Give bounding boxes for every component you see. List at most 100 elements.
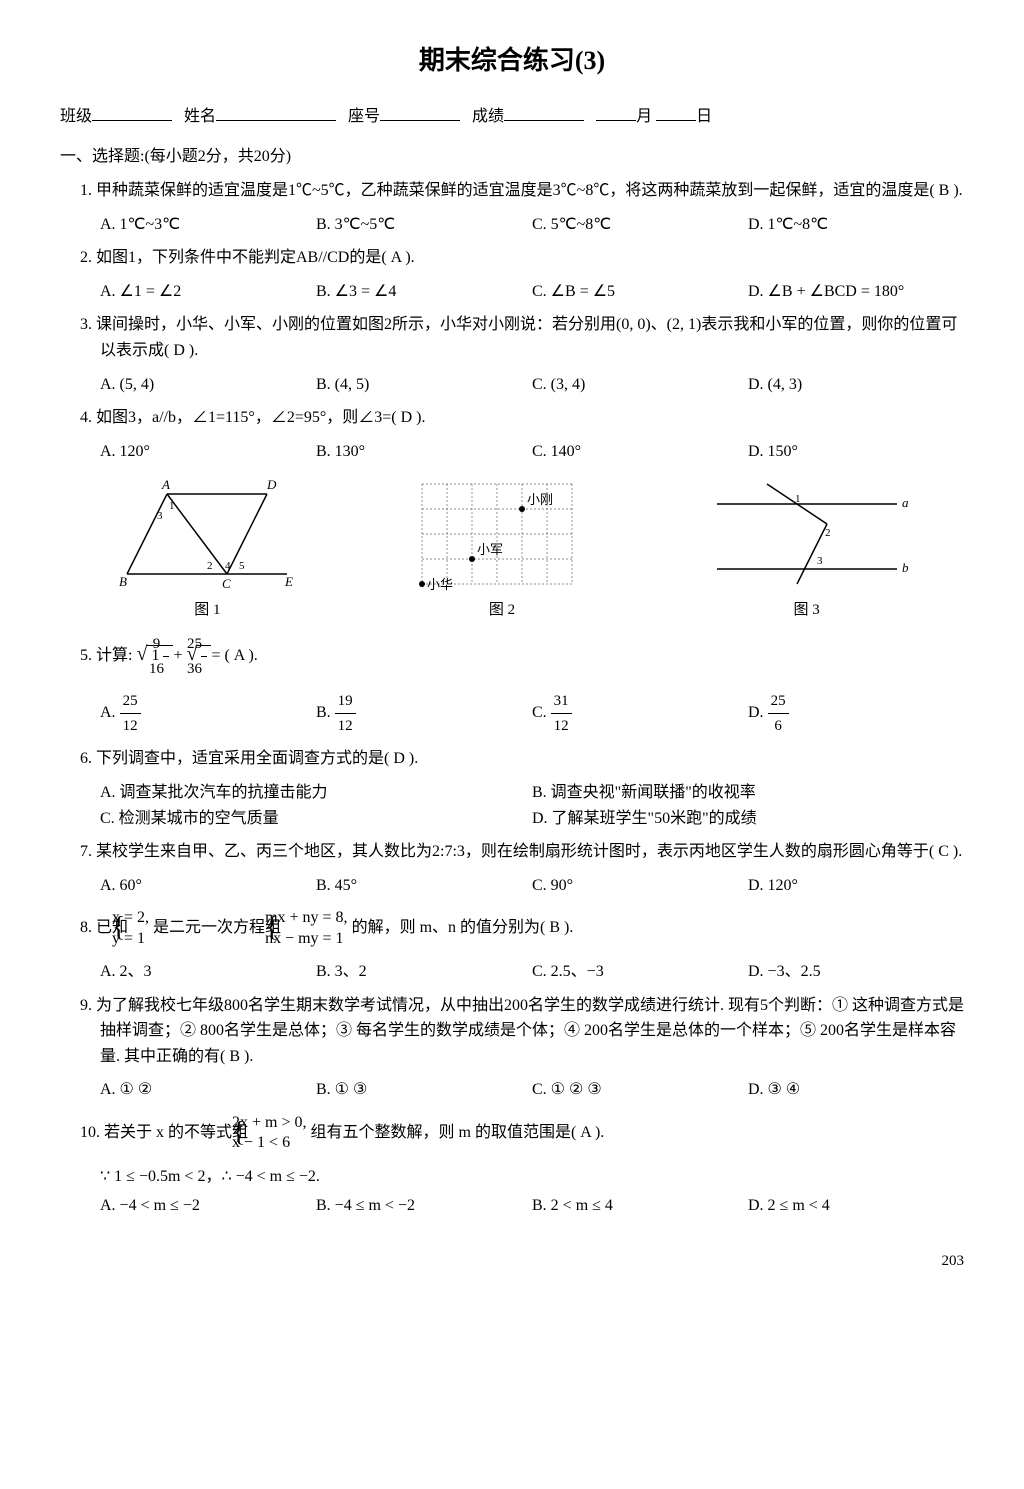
q5-f1-num: 9 (163, 632, 169, 657)
q10-opt-b2: B. 2 < m ≤ 4 (532, 1193, 748, 1219)
q4-opt-d: D. 150° (748, 439, 964, 465)
fig1-angle-5: 5 (239, 560, 245, 572)
month-blank[interactable] (596, 102, 636, 121)
q9-opt-c: C. ① ② ③ (532, 1077, 748, 1103)
q7-text: 某校学生来自甲、乙、丙三个地区，其人数比为2:7:3，则在绘制扇形统计图时，表示… (96, 843, 962, 860)
page-number: 203 (60, 1249, 964, 1273)
q2-opt-b: B. ∠3 = ∠4 (316, 279, 532, 305)
name-label: 姓名 (184, 108, 216, 125)
figure-3-svg: a b 1 2 3 (697, 474, 917, 594)
q8-opt-c: C. 2.5、−3 (532, 959, 748, 985)
q2-options: A. ∠1 = ∠2 B. ∠3 = ∠4 C. ∠B = ∠5 D. ∠B +… (100, 279, 964, 305)
fig1-label-D: D (266, 477, 277, 492)
q5-opt-a: A. 2512 (100, 689, 316, 738)
q6-opt-d: D. 了解某班学生"50米跑"的成绩 (532, 806, 964, 832)
q5-prefix: 计算: (96, 647, 136, 664)
question-3: 3. 课间操时，小华、小军、小刚的位置如图2所示，小华对小刚说：若分别用(0, … (80, 312, 964, 363)
question-2: 2. 如图1，下列条件中不能判定AB//CD的是( A ). (80, 245, 964, 271)
student-info-line: 班级 姓名 座号 成绩 月 日 (60, 102, 964, 130)
q3-opt-b: B. (4, 5) (316, 372, 532, 398)
fig1-angle-1: 1 (169, 500, 175, 512)
month-label: 月 (636, 108, 652, 125)
q7-opt-b: B. 45° (316, 873, 532, 899)
q5-opt-c: C. 3112 (532, 689, 748, 738)
day-label: 日 (696, 108, 712, 125)
q1-opt-b: B. 3℃~5℃ (316, 212, 532, 238)
q10-work: ∵ 1 ≤ −0.5m < 2，∴ −4 < m ≤ −2. (100, 1164, 964, 1190)
q1-options: A. 1℃~3℃ B. 3℃~5℃ C. 5℃~8℃ D. 1℃~8℃ (100, 212, 964, 238)
q4-text: 如图3，a//b，∠1=115°，∠2=95°，则∠3=( D ). (96, 409, 425, 426)
q9-opt-d: D. ③ ④ (748, 1077, 964, 1103)
q6-opt-c: C. 检测某城市的空气质量 (100, 806, 532, 832)
fig1-angle-4: 4 (225, 560, 231, 572)
question-1: 1. 甲种蔬菜保鲜的适宜温度是1℃~5℃，乙种蔬菜保鲜的适宜温度是3℃~8℃，将… (80, 178, 964, 204)
fig1-label-A: A (161, 477, 170, 492)
figure-1-svg: A D B C E 1 3 2 4 5 (107, 474, 307, 594)
figure-2-caption: 图 2 (402, 598, 602, 622)
figure-2: 小华 小军 小刚 图 2 (402, 474, 602, 622)
section-1-heading: 一、选择题:(每小题2分，共20分) (60, 144, 964, 170)
q2-opt-c: C. ∠B = ∠5 (532, 279, 748, 305)
figure-3: a b 1 2 3 图 3 (697, 474, 917, 622)
q3-opt-a: A. (5, 4) (100, 372, 316, 398)
seat-label: 座号 (348, 108, 380, 125)
q5-f2-num: 25 (201, 632, 207, 657)
q10-options: A. −4 < m ≤ −2 B. −4 ≤ m < −2 B. 2 < m ≤… (100, 1193, 964, 1219)
q6-text: 下列调查中，适宜采用全面调查方式的是( D ). (96, 750, 418, 767)
q1-opt-c: C. 5℃~8℃ (532, 212, 748, 238)
q3-options: A. (5, 4) B. (4, 5) C. (3, 4) D. (4, 3) (100, 372, 964, 398)
fig3-angle-1: 1 (795, 493, 801, 505)
figure-3-caption: 图 3 (697, 598, 917, 622)
page-title: 期末综合练习(3) (60, 40, 964, 82)
q4-opt-c: C. 140° (532, 439, 748, 465)
q5-options: A. 2512 B. 1912 C. 3112 D. 256 (100, 689, 964, 738)
question-10: 10. 若关于 x 的不等式组 {2x + m > 0,x − 1 < 6 组有… (80, 1111, 964, 1156)
q8-sys2-r1: mx + ny = 8, (285, 908, 348, 929)
q6-opt-b: B. 调查央视"新闻联播"的收视率 (532, 780, 964, 806)
figure-1-caption: 图 1 (107, 598, 307, 622)
score-blank[interactable] (504, 102, 584, 121)
q5-f2-den: 36 (201, 657, 207, 681)
fig3-label-b: b (902, 560, 909, 575)
q7-opt-c: C. 90° (532, 873, 748, 899)
figure-1: A D B C E 1 3 2 4 5 图 1 (107, 474, 307, 622)
q8-suffix: 的解，则 m、n 的值分别为( B ). (352, 919, 574, 936)
q1-opt-d: D. 1℃~8℃ (748, 212, 964, 238)
fig3-label-a: a (902, 495, 909, 510)
q10-sys-r1: 2x + m > 0, (252, 1113, 307, 1134)
q2-num: 2. (80, 249, 92, 266)
q5-num: 5. (80, 647, 92, 664)
q5-opt-b: B. 1912 (316, 689, 532, 738)
name-blank[interactable] (216, 102, 336, 121)
fig2-label-gang: 小刚 (527, 492, 553, 507)
score-label: 成绩 (472, 108, 504, 125)
q5-opt-d: D. 256 (748, 689, 964, 738)
fig3-angle-3: 3 (817, 555, 823, 567)
q9-opt-b: B. ① ③ (316, 1077, 532, 1103)
q10-suffix: 组有五个整数解，则 m 的取值范围是( A ). (311, 1124, 605, 1141)
q8-opt-a: A. 2、3 (100, 959, 316, 985)
q10-opt-b: B. −4 ≤ m < −2 (316, 1193, 532, 1219)
q8-opt-b: B. 3、2 (316, 959, 532, 985)
question-8: 8. 已知 {x = 2,y = 1 是二元一次方程组 {mx + ny = 8… (80, 906, 964, 951)
q7-options: A. 60° B. 45° C. 90° D. 120° (100, 873, 964, 899)
q8-sys1-r2: y = 1 (132, 929, 149, 950)
class-blank[interactable] (92, 102, 172, 121)
figures-row: A D B C E 1 3 2 4 5 图 1 (60, 474, 964, 622)
fig1-label-B: B (119, 574, 127, 589)
seat-blank[interactable] (380, 102, 460, 121)
fig2-label-jun: 小军 (477, 542, 503, 557)
q4-opt-a: A. 120° (100, 439, 316, 465)
fig1-label-E: E (284, 574, 293, 589)
q3-opt-d: D. (4, 3) (748, 372, 964, 398)
q7-opt-a: A. 60° (100, 873, 316, 899)
q2-text: 如图1，下列条件中不能判定AB//CD的是( A ). (96, 249, 415, 266)
q10-sys-r2: x − 1 < 6 (252, 1133, 307, 1154)
q9-num: 9. (80, 997, 92, 1014)
day-blank[interactable] (656, 102, 696, 121)
q10-num: 10. (80, 1124, 100, 1141)
question-4: 4. 如图3，a//b，∠1=115°，∠2=95°，则∠3=( D ). (80, 405, 964, 431)
q7-opt-d: D. 120° (748, 873, 964, 899)
question-9: 9. 为了解我校七年级800名学生期末数学考试情况，从中抽出200名学生的数学成… (80, 993, 964, 1070)
q6-options: A. 调查某批次汽车的抗撞击能力 B. 调查央视"新闻联播"的收视率 C. 检测… (100, 780, 964, 831)
